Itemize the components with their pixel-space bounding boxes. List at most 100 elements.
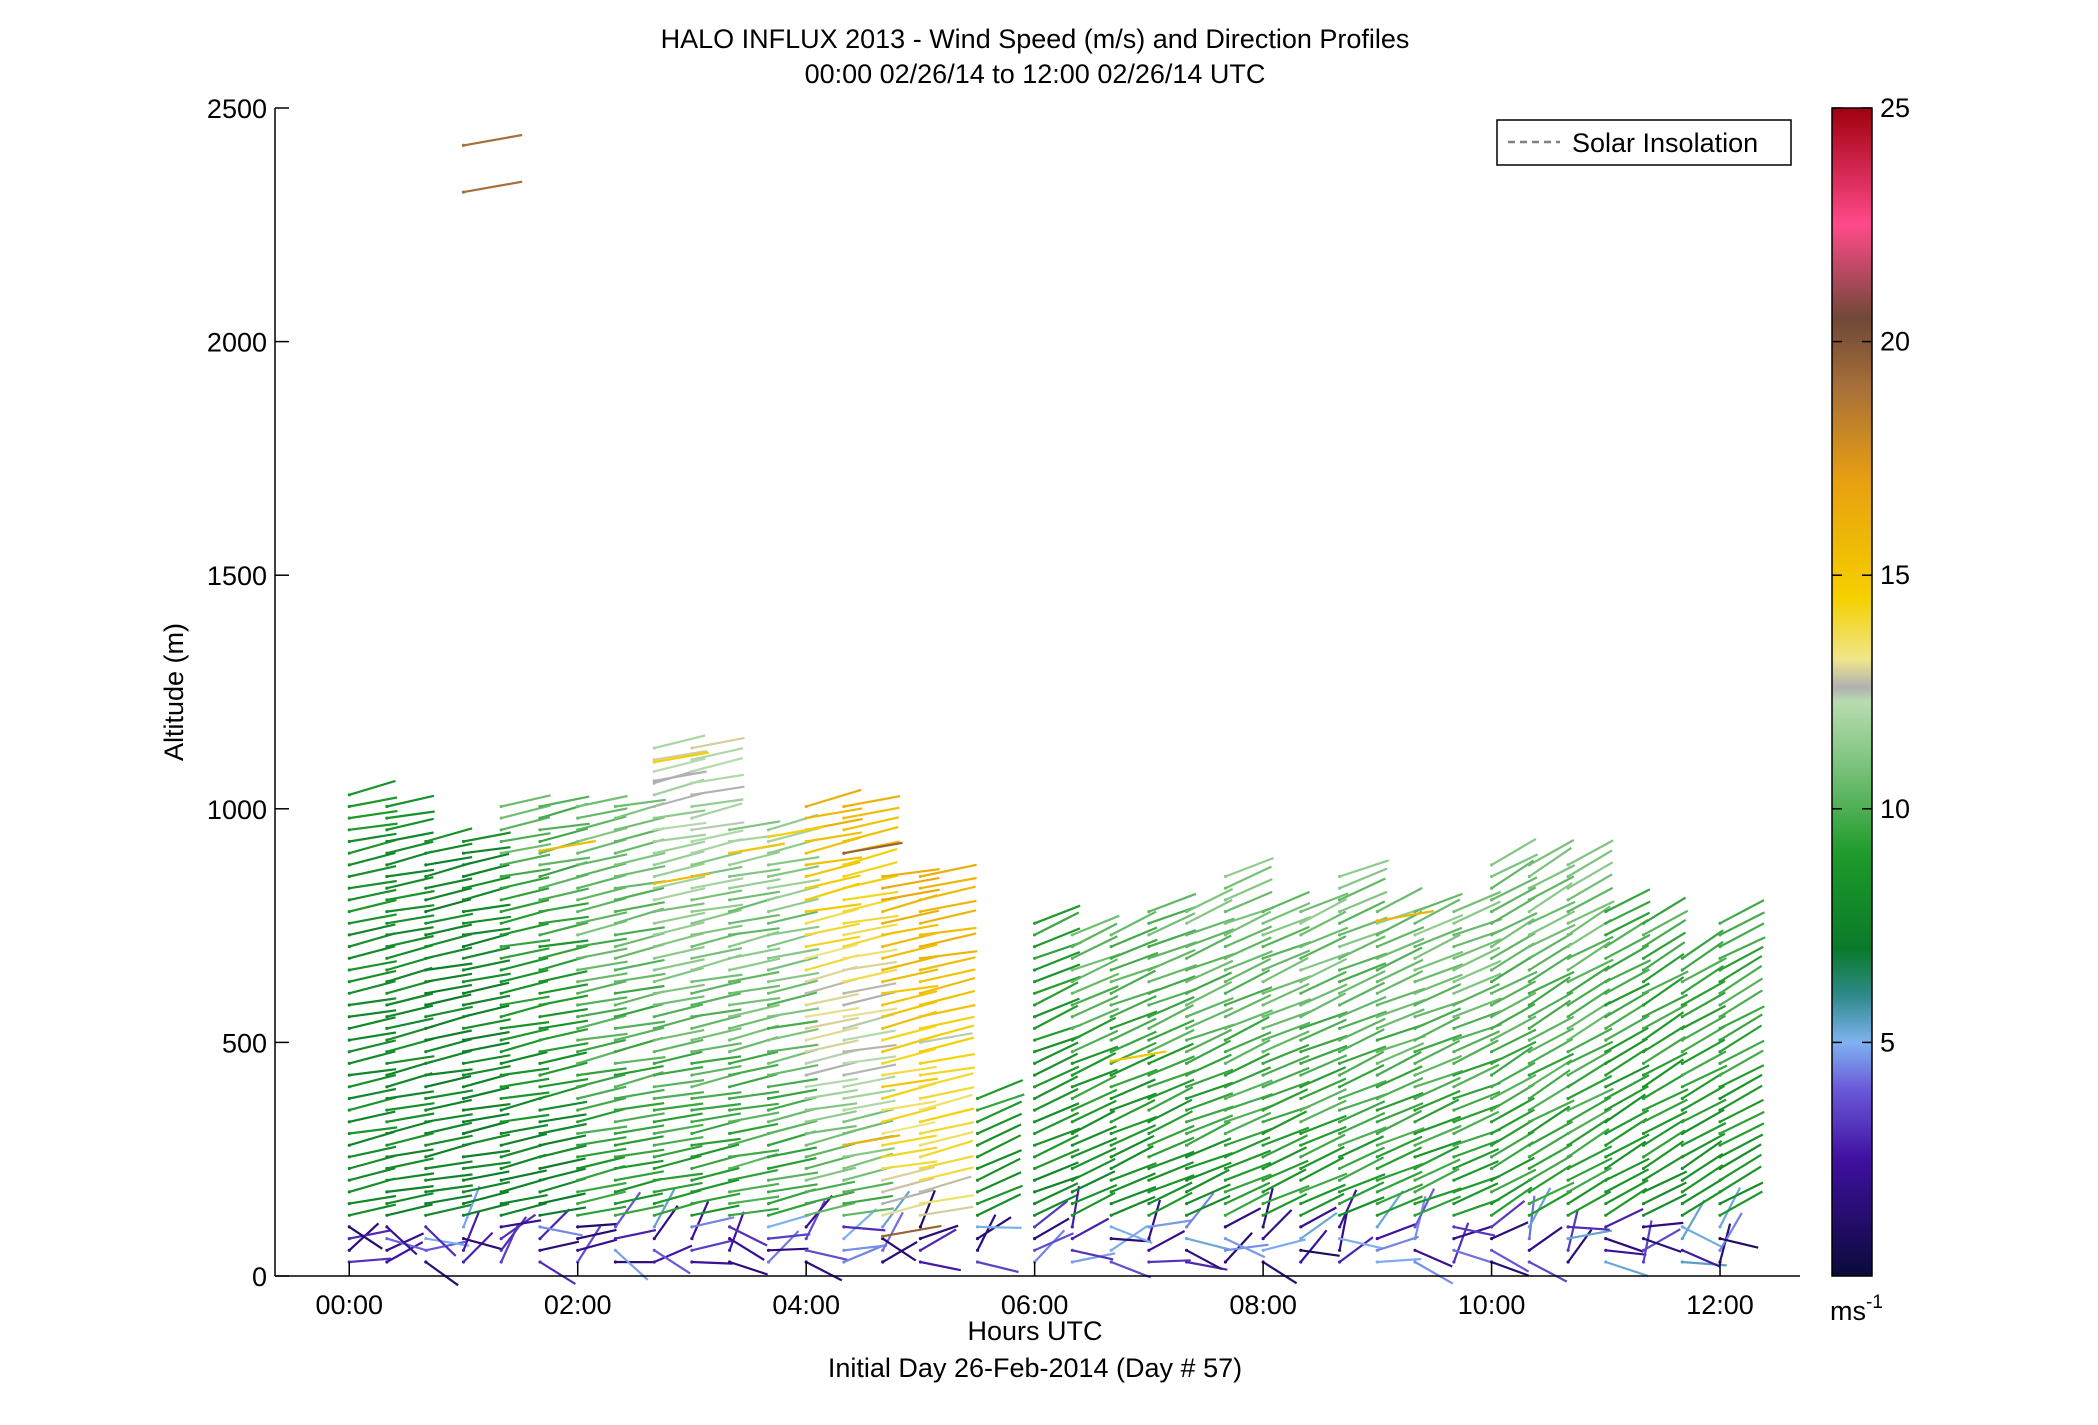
wind-barb-tip (538, 991, 542, 995)
wind-barb-tip (881, 1026, 885, 1030)
wind-barb-tip (652, 1061, 656, 1065)
wind-barb (463, 1018, 511, 1030)
wind-barb-tip (499, 898, 503, 902)
wind-barb-tip (728, 839, 732, 844)
wind-barb-tip (538, 980, 542, 984)
wind-barb (1681, 991, 1726, 1018)
wind-barb (1034, 1232, 1074, 1252)
wind-barb (1071, 1170, 1116, 1193)
wind-barb-tip (766, 1166, 771, 1171)
wind-barb (654, 749, 708, 761)
wind-barb-tip (1033, 1003, 1037, 1007)
wind-barb-tip (613, 1155, 618, 1159)
wind-barb (920, 1224, 959, 1240)
wind-barb (1262, 1184, 1310, 1205)
wind-barb (1491, 1003, 1536, 1030)
wind-barb-tip (766, 863, 771, 867)
wind-barb (425, 1089, 473, 1100)
wind-barb-tip (613, 1190, 618, 1194)
wind-barb (1681, 1225, 1723, 1248)
wind-barb-tip (766, 991, 771, 995)
wind-barb (1110, 1195, 1156, 1217)
wind-barb-tip (1452, 1085, 1456, 1089)
wind-barb-tip (1070, 945, 1074, 949)
wind-barb-tip (728, 1015, 732, 1019)
wind-barb (1071, 914, 1120, 936)
wind-barb-tip (1299, 1248, 1303, 1252)
wind-barb-tip (1109, 1108, 1113, 1112)
wind-barb-tip (1147, 1038, 1151, 1042)
wind-barb (882, 1237, 917, 1262)
wind-barb-tip (1452, 1120, 1456, 1124)
wind-barb (1642, 976, 1685, 1006)
wind-barb (1528, 1181, 1575, 1205)
wind-barb-tip (1490, 1178, 1494, 1182)
wind-barb-tip (1185, 1085, 1189, 1089)
wind-barb-tip (613, 1202, 618, 1206)
wind-barb-tip (1604, 1225, 1608, 1229)
wind-barb-tip (690, 1061, 694, 1065)
wind-barb (1072, 1252, 1116, 1264)
wind-barb (500, 947, 550, 960)
wind-barb-tip (1185, 1015, 1189, 1019)
wind-barb (1376, 1109, 1423, 1135)
wind-barb-tip (499, 1061, 503, 1065)
wind-barb-tip (1680, 1248, 1684, 1252)
wind-barb-tip (1033, 1015, 1037, 1019)
wind-barb-tip (1147, 1248, 1151, 1252)
wind-barb-tip (1452, 980, 1456, 984)
wind-barb-tip (1641, 1225, 1646, 1229)
wind-barb (349, 1009, 397, 1018)
wind-barb (691, 736, 745, 750)
wind-barb (882, 1121, 936, 1135)
wind-barb-tip (1109, 1073, 1113, 1077)
wind-barb (1376, 910, 1423, 936)
wind-barb-tip (1375, 980, 1379, 984)
wind-barb-tip (766, 886, 771, 890)
wind-barb-tip (1033, 1085, 1037, 1089)
wind-barb-tip (1109, 1225, 1113, 1229)
wind-barb (729, 1225, 768, 1247)
wind-barb-tip (1375, 968, 1379, 972)
wind-barb-tip (499, 1155, 503, 1159)
wind-barb (843, 1119, 894, 1135)
wind-barb-tip (424, 1003, 428, 1007)
wind-barb (1491, 980, 1537, 1006)
wind-barb-tip (499, 991, 503, 995)
wind-barb-tip (881, 1050, 885, 1054)
wind-barb-tip (461, 1213, 466, 1217)
wind-barb (1148, 1219, 1193, 1228)
wind-barb-tip (1109, 1178, 1113, 1182)
wind-barb (425, 1029, 472, 1042)
wind-barb-tip (1718, 1085, 1722, 1089)
wind-barb (577, 807, 628, 820)
wind-barb-tip (842, 921, 846, 925)
wind-barb-tip (1718, 1108, 1722, 1112)
wind-barb (1681, 1014, 1727, 1042)
wind-barb-tip (1109, 968, 1113, 972)
wind-barb (1528, 1099, 1575, 1123)
wind-barb (500, 1050, 548, 1065)
wind-barb-tip (1680, 1178, 1684, 1182)
wind-barb-tip (1452, 1073, 1456, 1077)
wind-barb (1338, 1236, 1374, 1263)
wind-barb-tip (1147, 956, 1151, 960)
wind-barb (1719, 1190, 1763, 1217)
wind-barb-tip (1261, 1202, 1265, 1206)
wind-barb (729, 1207, 779, 1217)
wind-barb-tip (842, 1202, 846, 1206)
wind-barb (768, 1043, 819, 1053)
wind-barb-tip (538, 1003, 542, 1007)
wind-barb (806, 831, 863, 843)
wind-barb (1339, 1064, 1385, 1088)
wind-barb-tip (461, 1085, 466, 1089)
wind-barb-tip (1223, 910, 1227, 914)
wind-barb-tip (613, 874, 618, 879)
wind-barb-tip (385, 1237, 389, 1241)
wind-barb (920, 1155, 975, 1170)
wind-barb-tip (347, 1155, 351, 1159)
wind-barb (1148, 1078, 1195, 1100)
wind-barb-tip (842, 945, 846, 949)
wind-barb-tip (652, 980, 656, 984)
wind-barb-tip (1413, 1131, 1417, 1136)
